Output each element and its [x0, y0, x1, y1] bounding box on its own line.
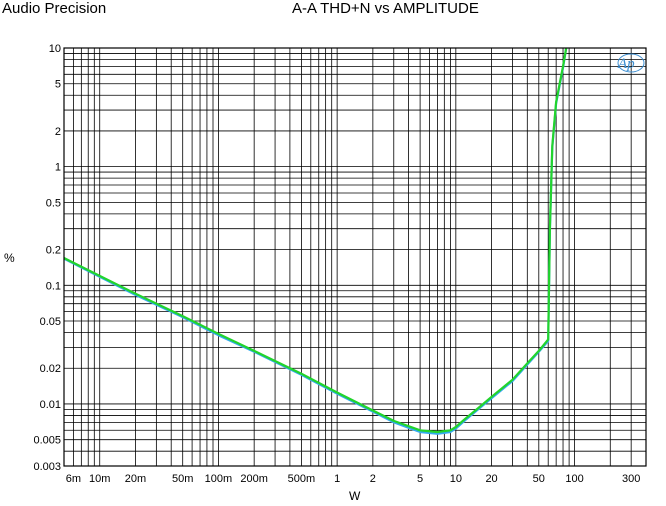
y-tick-label: 0.5	[46, 197, 61, 209]
y-tick-label: 0.003	[33, 461, 61, 473]
plot-frame	[63, 47, 647, 467]
x-tick-labels: 6m 10m 20m 50m 100m 200m 500m 1 2 5 10 20 50 100 300	[66, 473, 641, 485]
x-tick-label: 10m	[89, 473, 110, 485]
x-tick-label: 300	[622, 473, 640, 485]
y-tick-label: 0.005	[33, 435, 61, 447]
ap-logo-ring	[617, 53, 645, 73]
x-tick-label: 50m	[172, 473, 193, 485]
x-tick-label: 50	[533, 473, 545, 485]
series-line	[63, 47, 568, 434]
chart-title: A-A THD+N vs AMPLITUDE	[292, 0, 479, 17]
brand-label: Audio Precision	[2, 0, 107, 17]
y-axis-label: %	[4, 251, 15, 265]
y-tick-label: 0.05	[40, 316, 61, 328]
x-tick-label: 2	[370, 473, 376, 485]
series-line	[63, 47, 568, 435]
y-tick-labels: 10 5 2 1 0.5 0.2 0.1 0.05 0.02 0.01 0.005 0.003	[33, 43, 61, 473]
y-tick-label: 5	[55, 79, 61, 91]
series-layer	[63, 47, 568, 435]
y-tick-label: 0.01	[40, 399, 61, 411]
x-tick-label: 20m	[125, 473, 146, 485]
y-tick-label: 10	[49, 43, 61, 55]
y-tick-label: 1	[55, 162, 61, 174]
x-tick-label: 1	[334, 473, 340, 485]
x-tick-label: 100	[565, 473, 583, 485]
x-tick-label: 500m	[288, 473, 316, 485]
y-tick-label: 0.02	[40, 363, 61, 375]
y-tick-label: 0.1	[46, 280, 61, 292]
x-tick-label: 5	[417, 473, 423, 485]
y-tick-label: 0.2	[46, 245, 61, 257]
x-tick-label: 10	[450, 473, 462, 485]
x-tick-label: 100m	[205, 473, 233, 485]
x-tick-label: 20	[485, 473, 497, 485]
x-tick-label: 200m	[240, 473, 268, 485]
x-axis-label: W	[349, 489, 361, 503]
ap-logo: Ap	[617, 56, 635, 72]
y-tick-label: 2	[55, 126, 61, 138]
x-tick-label: 6m	[66, 473, 81, 485]
